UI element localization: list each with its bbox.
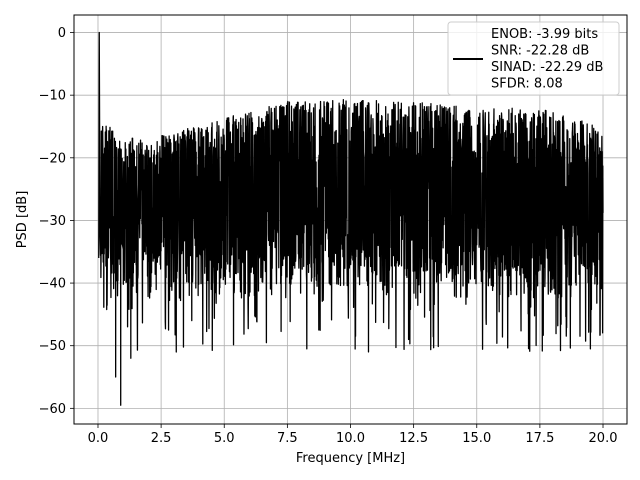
legend-sinad: SINAD: -22.29 dB xyxy=(491,60,603,75)
x-tick-label: 12.5 xyxy=(399,431,428,446)
x-tick-label: 2.5 xyxy=(151,431,172,446)
y-tick-label: 0 xyxy=(58,26,66,41)
psd-trace-group xyxy=(98,31,604,406)
x-tick-label: 0.0 xyxy=(88,431,109,446)
legend-sfdr: SFDR: 8.08 xyxy=(491,77,563,92)
y-tick-label: −30 xyxy=(39,214,66,229)
y-axis-ticks: 0 −10 −20 −30 −40 −50 −60 xyxy=(39,26,74,417)
y-tick-label: −50 xyxy=(39,339,66,354)
x-tick-label: 5.0 xyxy=(214,431,235,446)
psd-series-line xyxy=(98,31,604,406)
y-tick-label: −10 xyxy=(39,89,66,104)
y-tick-label: −60 xyxy=(39,402,66,417)
y-tick-label: −40 xyxy=(39,277,66,292)
legend: ENOB: -3.99 bits SNR: -22.28 dB SINAD: -… xyxy=(447,21,620,96)
x-tick-label: 7.5 xyxy=(277,431,298,446)
legend-enob: ENOB: -3.99 bits xyxy=(491,27,598,42)
y-tick-label: −20 xyxy=(39,151,66,166)
x-tick-label: 10.0 xyxy=(336,431,365,446)
y-axis-label: PSD [dB] xyxy=(15,191,30,249)
legend-snr: SNR: -22.28 dB xyxy=(491,44,589,59)
x-tick-label: 17.5 xyxy=(525,431,554,446)
x-tick-label: 20.0 xyxy=(589,431,618,446)
legend-box xyxy=(447,21,620,96)
x-axis-label: Frequency [MHz] xyxy=(296,451,405,466)
x-tick-label: 15.0 xyxy=(462,431,491,446)
x-axis-ticks: 0.0 2.5 5.0 7.5 10.0 12.5 15.0 17.5 20.0 xyxy=(88,424,618,446)
